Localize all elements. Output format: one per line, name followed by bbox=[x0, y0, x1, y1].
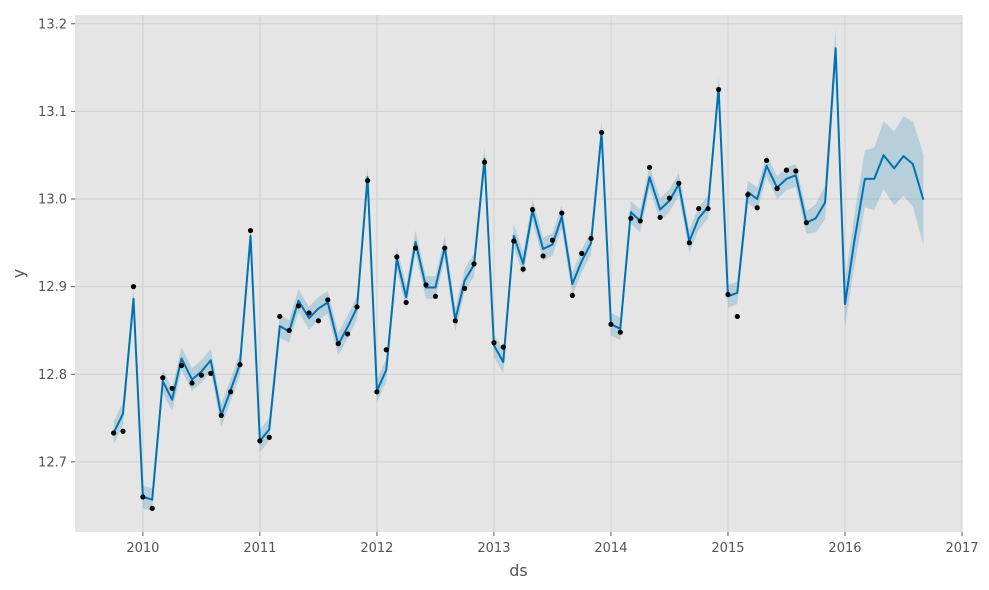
observed-point bbox=[725, 291, 731, 298]
observed-point bbox=[529, 206, 536, 213]
observed-point bbox=[637, 218, 643, 224]
x-tick-label: 2011 bbox=[243, 541, 276, 556]
observed-point bbox=[160, 375, 166, 381]
forecast-series-line bbox=[112, 47, 925, 501]
observed-point bbox=[364, 178, 371, 184]
observed-point bbox=[295, 303, 302, 309]
observed-point bbox=[189, 380, 195, 386]
observed-point bbox=[646, 164, 653, 171]
observed-point bbox=[754, 205, 760, 211]
observed-point bbox=[559, 210, 565, 216]
observed-point bbox=[471, 261, 477, 267]
x-tick-label: 2015 bbox=[711, 541, 744, 556]
x-tick-label: 2010 bbox=[126, 541, 159, 556]
observed-point bbox=[257, 438, 263, 444]
observed-point bbox=[676, 180, 682, 186]
observed-point bbox=[696, 206, 702, 212]
forecast-line bbox=[112, 47, 925, 501]
observed-point bbox=[617, 329, 623, 335]
observed-point bbox=[325, 297, 331, 303]
observed-point bbox=[178, 362, 185, 369]
observed-point bbox=[452, 318, 458, 324]
observed-point bbox=[403, 299, 409, 306]
observed-point bbox=[716, 86, 722, 93]
observed-point bbox=[442, 245, 448, 251]
observed-point bbox=[412, 245, 419, 251]
observed-point bbox=[569, 292, 575, 299]
observed-point bbox=[666, 195, 673, 201]
y-axis-ticks: 12.7 12.8 12.9 13.0 13.1 13.2 bbox=[38, 17, 75, 470]
observed-point bbox=[598, 129, 605, 136]
observed-point bbox=[481, 159, 488, 165]
x-tick-label: 2016 bbox=[828, 541, 861, 556]
observed-point bbox=[774, 185, 780, 192]
x-axis-ticks: 2010 2011 2012 2013 2014 2015 2016 2017 bbox=[126, 532, 979, 556]
observed-point bbox=[394, 254, 400, 260]
x-tick-label: 2013 bbox=[477, 541, 510, 556]
observed-point bbox=[345, 331, 351, 337]
observed-points bbox=[111, 86, 809, 511]
observed-point bbox=[247, 227, 254, 234]
observed-point bbox=[111, 430, 117, 436]
observed-point bbox=[608, 321, 614, 327]
observed-point bbox=[734, 313, 740, 320]
observed-point bbox=[169, 385, 175, 391]
observed-point bbox=[763, 157, 770, 164]
x-axis-label: ds bbox=[509, 561, 528, 580]
plot-area bbox=[75, 15, 962, 532]
observed-point bbox=[423, 282, 429, 288]
y-tick-label: 13.1 bbox=[38, 105, 67, 120]
observed-point bbox=[140, 494, 146, 500]
observed-point bbox=[803, 220, 809, 226]
observed-point bbox=[500, 344, 506, 350]
y-tick-label: 12.7 bbox=[38, 455, 67, 470]
observed-point bbox=[237, 362, 243, 368]
observed-point bbox=[306, 310, 312, 316]
observed-point bbox=[228, 389, 234, 395]
observed-point bbox=[374, 389, 380, 395]
observed-point bbox=[520, 266, 526, 272]
grid-lines bbox=[75, 15, 963, 532]
observed-point bbox=[383, 347, 389, 353]
observed-point bbox=[462, 285, 468, 291]
observed-point bbox=[628, 215, 634, 221]
x-tick-label: 2012 bbox=[360, 541, 393, 556]
observed-point bbox=[579, 250, 585, 256]
observed-point bbox=[286, 327, 292, 334]
y-axis-label: y bbox=[9, 269, 28, 278]
observed-point bbox=[705, 206, 711, 212]
observed-point bbox=[657, 214, 663, 221]
y-tick-label: 12.9 bbox=[38, 280, 67, 295]
observed-point bbox=[432, 293, 439, 299]
observed-point bbox=[354, 304, 360, 310]
x-tick-label: 2017 bbox=[945, 541, 978, 556]
x-tick-label: 2014 bbox=[594, 541, 627, 556]
observed-point bbox=[277, 313, 283, 320]
observed-point bbox=[120, 428, 126, 434]
observed-point bbox=[745, 192, 751, 198]
observed-point bbox=[198, 372, 204, 378]
observed-point bbox=[149, 505, 155, 511]
observed-point bbox=[511, 238, 517, 244]
observed-point bbox=[549, 237, 556, 243]
observed-point bbox=[491, 340, 497, 346]
observed-point bbox=[208, 370, 214, 376]
y-tick-label: 13.0 bbox=[38, 193, 67, 208]
y-tick-label: 12.8 bbox=[38, 368, 67, 383]
observed-point bbox=[686, 240, 692, 246]
observed-point bbox=[335, 341, 341, 347]
observed-point bbox=[588, 235, 594, 242]
observed-point bbox=[130, 284, 137, 290]
observed-point bbox=[793, 168, 799, 174]
observed-point bbox=[783, 167, 790, 173]
observed-point bbox=[266, 434, 272, 440]
observed-point bbox=[218, 412, 224, 419]
observed-point bbox=[315, 318, 321, 324]
y-tick-label: 13.2 bbox=[38, 17, 67, 32]
observed-point bbox=[540, 253, 546, 259]
